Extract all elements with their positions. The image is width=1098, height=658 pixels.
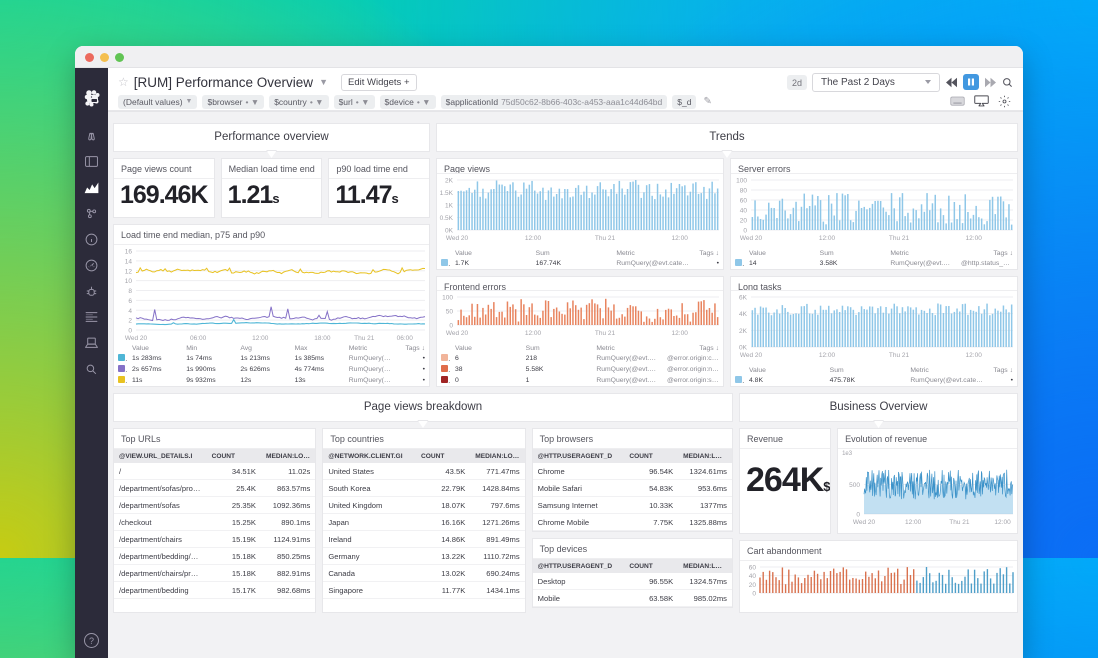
svg-text:Wed 20: Wed 20 — [853, 519, 876, 526]
svg-text:Wed 20: Wed 20 — [446, 235, 469, 242]
svg-text:100: 100 — [442, 295, 453, 302]
svg-text:Wed 20: Wed 20 — [740, 352, 763, 359]
svg-text:Thu 21: Thu 21 — [595, 235, 616, 242]
svg-text:12:00: 12:00 — [966, 352, 983, 359]
svg-text:40: 40 — [749, 573, 757, 580]
svg-text:0: 0 — [856, 512, 860, 519]
svg-text:12:00: 12:00 — [819, 235, 836, 242]
svg-text:12:00: 12:00 — [252, 335, 269, 342]
svg-text:40: 40 — [740, 207, 748, 214]
svg-text:60: 60 — [740, 197, 748, 204]
svg-text:0.5K: 0.5K — [440, 215, 454, 222]
svg-text:0: 0 — [743, 227, 747, 234]
svg-text:12:00: 12:00 — [525, 330, 542, 337]
svg-text:0: 0 — [449, 323, 453, 330]
svg-text:2K: 2K — [739, 328, 748, 335]
svg-text:06:00: 06:00 — [190, 335, 207, 342]
svg-text:14: 14 — [125, 258, 133, 265]
svg-text:60: 60 — [749, 565, 757, 572]
svg-text:12: 12 — [125, 268, 133, 275]
svg-text:6K: 6K — [739, 295, 748, 302]
svg-text:500: 500 — [849, 482, 860, 489]
svg-text:Wed 20: Wed 20 — [446, 330, 469, 337]
svg-text:2: 2 — [128, 318, 132, 325]
svg-text:10: 10 — [125, 278, 133, 285]
svg-text:Thu 21: Thu 21 — [889, 352, 910, 359]
svg-text:20: 20 — [749, 582, 757, 589]
svg-text:18:00: 18:00 — [314, 335, 331, 342]
svg-text:80: 80 — [740, 187, 748, 194]
svg-text:0K: 0K — [739, 345, 748, 352]
svg-text:8: 8 — [128, 288, 132, 295]
svg-text:Wed 20: Wed 20 — [125, 335, 148, 342]
svg-text:12:00: 12:00 — [525, 235, 542, 242]
svg-text:1K: 1K — [445, 202, 454, 209]
svg-text:0: 0 — [752, 591, 756, 598]
svg-text:1.5K: 1.5K — [440, 190, 454, 197]
svg-text:Thu 21: Thu 21 — [949, 519, 970, 526]
svg-text:12:00: 12:00 — [672, 235, 689, 242]
svg-text:2K: 2K — [445, 177, 454, 184]
svg-text:0K: 0K — [445, 227, 454, 234]
svg-text:100: 100 — [736, 177, 747, 184]
svg-text:Wed 20: Wed 20 — [740, 235, 763, 242]
svg-text:06:00: 06:00 — [397, 335, 414, 342]
svg-text:4K: 4K — [739, 311, 748, 318]
svg-text:16: 16 — [125, 249, 133, 256]
svg-text:12:00: 12:00 — [994, 519, 1011, 526]
svg-text:4: 4 — [128, 308, 132, 315]
svg-text:12:00: 12:00 — [905, 519, 922, 526]
svg-text:0: 0 — [128, 328, 132, 335]
svg-text:6: 6 — [128, 298, 132, 305]
svg-text:12:00: 12:00 — [819, 352, 836, 359]
svg-text:12:00: 12:00 — [966, 235, 983, 242]
svg-text:Thu 21: Thu 21 — [889, 235, 910, 242]
svg-text:50: 50 — [446, 309, 454, 316]
svg-text:Thu 21: Thu 21 — [354, 335, 375, 342]
svg-text:12:00: 12:00 — [672, 330, 689, 337]
svg-text:Thu 21: Thu 21 — [595, 330, 616, 337]
svg-text:20: 20 — [740, 217, 748, 224]
